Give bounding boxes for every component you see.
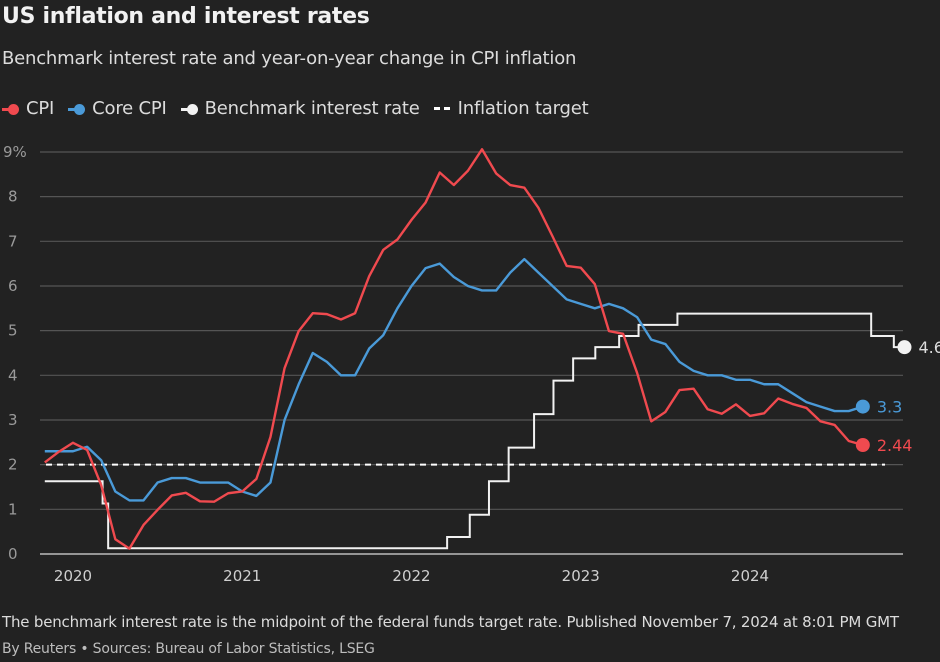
y-tick-label: 8 bbox=[8, 188, 18, 206]
y-tick-label: 6 bbox=[8, 277, 18, 295]
legend: CPI Core CPI Benchmark interest rate Inf… bbox=[2, 98, 589, 119]
benchmark-rate-end-label: 4.63 bbox=[918, 338, 940, 357]
chart-subtitle: Benchmark interest rate and year-on-year… bbox=[2, 48, 577, 69]
x-tick-label: 2021 bbox=[223, 567, 261, 585]
cpi-end-label: 2.44 bbox=[877, 436, 913, 455]
y-tick-label: 3 bbox=[8, 411, 18, 429]
footnote: The benchmark interest rate is the midpo… bbox=[2, 613, 899, 631]
y-tick-label: 9% bbox=[3, 143, 27, 161]
y-tick-label: 5 bbox=[8, 322, 18, 340]
y-tick-label: 7 bbox=[8, 232, 18, 250]
cpi-swatch-icon bbox=[2, 103, 20, 115]
legend-label-rate: Benchmark interest rate bbox=[204, 98, 420, 119]
benchmark-rate-end-marker bbox=[897, 340, 912, 355]
x-tick-label: 2020 bbox=[54, 567, 92, 585]
rate-swatch-icon bbox=[180, 103, 199, 115]
dashed-line-icon bbox=[433, 107, 452, 110]
credit: By Reuters • Sources: Bureau of Labor St… bbox=[2, 641, 375, 657]
legend-item-core-cpi: Core CPI bbox=[68, 98, 167, 119]
legend-label-core-cpi: Core CPI bbox=[92, 98, 167, 119]
legend-item-cpi: CPI bbox=[2, 98, 54, 119]
y-tick-label: 0 bbox=[8, 545, 18, 563]
core-cpi-end-label: 3.3 bbox=[877, 398, 902, 417]
cpi-line bbox=[44, 148, 864, 550]
y-tick-label: 4 bbox=[8, 366, 18, 384]
x-tick-label: 2024 bbox=[731, 567, 769, 585]
core-cpi-line bbox=[44, 257, 864, 502]
y-tick-label: 2 bbox=[8, 456, 18, 474]
core-cpi-swatch-icon bbox=[68, 103, 86, 115]
legend-item-target: Inflation target bbox=[433, 98, 589, 119]
x-tick-label: 2023 bbox=[562, 567, 600, 585]
chart-title: US inflation and interest rates bbox=[2, 4, 370, 29]
legend-label-cpi: CPI bbox=[26, 98, 55, 119]
legend-label-target: Inflation target bbox=[457, 98, 589, 119]
x-tick-label: 2022 bbox=[392, 567, 430, 585]
benchmark-rate-line bbox=[44, 312, 905, 550]
core-cpi-end-marker bbox=[855, 399, 870, 414]
legend-item-rate: Benchmark interest rate bbox=[180, 98, 420, 119]
cpi-end-marker bbox=[855, 438, 870, 453]
y-tick-label: 1 bbox=[8, 500, 18, 518]
